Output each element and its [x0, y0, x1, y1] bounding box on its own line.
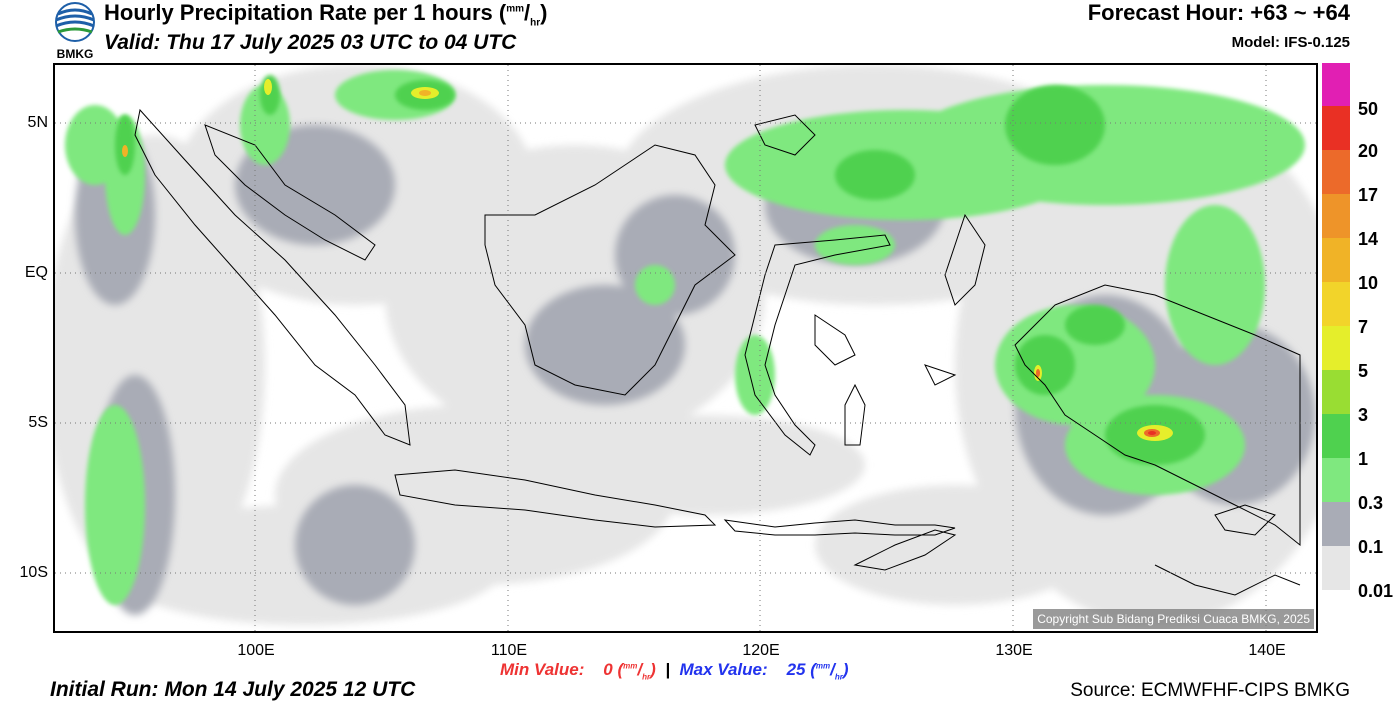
- colorbar-swatch: [1322, 63, 1350, 106]
- valid-time: Valid: Thu 17 July 2025 03 UTC to 04 UTC: [104, 31, 517, 54]
- copyright-notice: Copyright Sub Bidang Prediksi Cuaca BMKG…: [1033, 609, 1314, 629]
- separator: |: [665, 660, 671, 679]
- colorbar-label: 14: [1358, 229, 1379, 249]
- colorbar-label: 7: [1358, 317, 1369, 337]
- colorbar-label: 0.3: [1358, 493, 1384, 513]
- colorbar-swatch: [1322, 282, 1350, 326]
- colorbar-swatch: [1322, 106, 1350, 150]
- lon-label-120e: 120E: [742, 642, 780, 659]
- colorbar-label: 5: [1358, 361, 1369, 381]
- colorbar-label: 10: [1358, 273, 1379, 293]
- initial-run: Initial Run: Mon 14 July 2025 12 UTC: [50, 678, 416, 701]
- map-title: Hourly Precipitation Rate per 1 hours (m…: [104, 0, 548, 29]
- lon-label-130e: 130E: [995, 642, 1033, 659]
- max-value: 25: [786, 660, 806, 679]
- bmkg-logo: BMKG: [50, 2, 100, 61]
- colorbar-label: 0.01: [1358, 581, 1394, 601]
- gridlines: [55, 65, 1316, 631]
- colorbar-label: 3: [1358, 405, 1369, 425]
- colorbar-swatch: [1322, 150, 1350, 194]
- model-name: Model: IFS-0.125: [1231, 34, 1350, 51]
- colorbar-swatch: [1322, 458, 1350, 502]
- forecast-hour: Forecast Hour: +63 ~ +64: [1087, 0, 1350, 25]
- min-max-values: Min Value: 0 (mm/hr) | Max Value: 25 (mm…: [500, 660, 849, 682]
- data-source: Source: ECMWFHF-CIPS BMKG: [1070, 680, 1350, 701]
- lat-label-5n: 5N: [27, 114, 48, 131]
- colorbar-swatch: [1322, 238, 1350, 282]
- colorbar-label: 50: [1358, 99, 1379, 119]
- colorbar-swatch: [1322, 414, 1350, 458]
- colorbar-label: 0.1: [1358, 537, 1384, 557]
- colorbar-swatch: [1322, 326, 1350, 370]
- lat-label-10s: 10S: [19, 564, 48, 581]
- lat-label-eq: EQ: [24, 264, 48, 281]
- max-label: Max Value:: [679, 660, 768, 679]
- colorbar-label: 1: [1358, 449, 1369, 469]
- colorbar: [1322, 63, 1350, 590]
- colorbar-swatch: [1322, 502, 1350, 546]
- lon-label-100e: 100E: [237, 642, 275, 659]
- logo-text: BMKG: [57, 47, 94, 60]
- colorbar-swatch: [1322, 546, 1350, 590]
- colorbar-swatch: [1322, 370, 1350, 414]
- min-label: Min Value:: [500, 660, 585, 679]
- precip-peak-layer: [122, 90, 1160, 437]
- lon-label-110e: 110E: [490, 642, 528, 659]
- colorbar-swatch: [1322, 194, 1350, 238]
- min-value: 0: [603, 660, 613, 679]
- coastlines: [134, 108, 1301, 596]
- lat-label-5s: 5S: [28, 414, 48, 431]
- colorbar-label: 17: [1358, 185, 1379, 205]
- colorbar-label: 20: [1358, 141, 1379, 161]
- precipitation-map: Copyright Sub Bidang Prediksi Cuaca BMKG…: [53, 63, 1318, 633]
- lon-label-140e: 140E: [1248, 642, 1286, 659]
